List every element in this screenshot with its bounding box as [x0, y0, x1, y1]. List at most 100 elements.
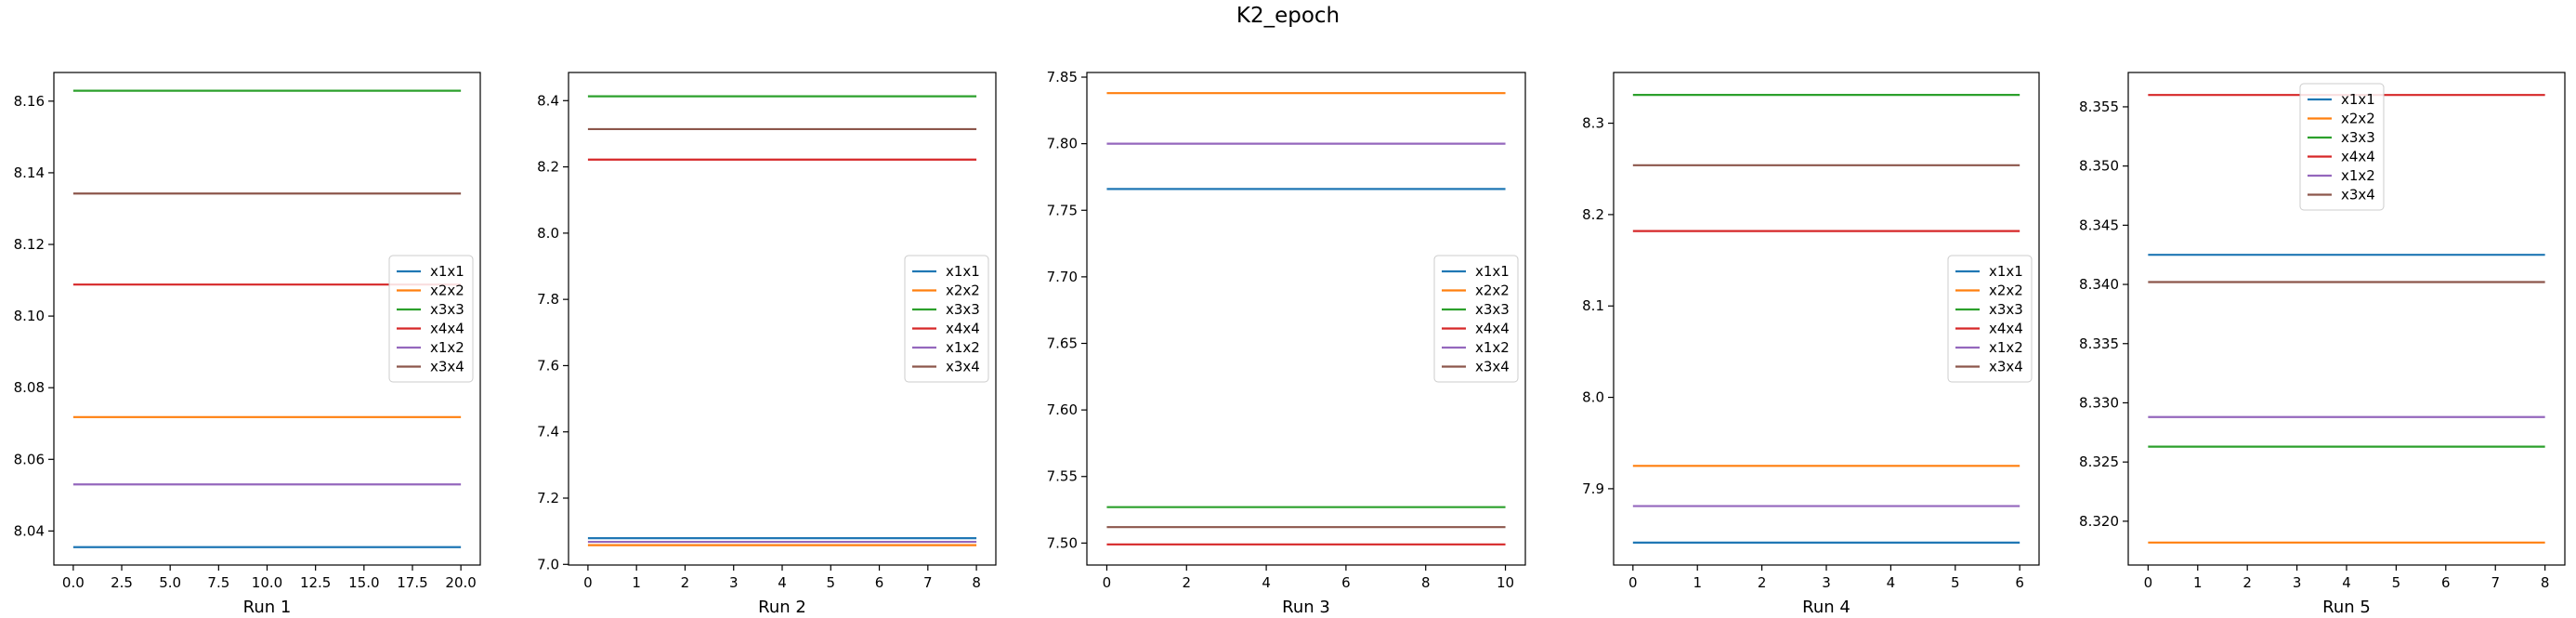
x-tick-label: 15.0 [348, 574, 379, 591]
y-tick-label: 7.55 [1047, 468, 1078, 485]
y-tick-label: 8.350 [2079, 158, 2119, 175]
x-tick-label: 6 [1341, 574, 1351, 591]
legend-label-x1x1: x1x1 [2341, 91, 2375, 108]
legend-label-x3x3: x3x3 [1989, 301, 2023, 318]
legend-4: x1x1 x2x2 x3x3 x4x4 x1x2 x3x4 [1947, 255, 2033, 383]
y-tick-label: 8.2 [537, 159, 559, 176]
legend-label-x2x2: x2x2 [1475, 283, 1510, 299]
x-axis-label: Run 4 [1802, 598, 1850, 617]
x-tick-label: 1 [632, 574, 641, 591]
x-tick-label: 6 [2441, 574, 2451, 591]
y-tick-label: 7.80 [1047, 136, 1078, 152]
x-tick-label: 1 [1693, 574, 1702, 591]
y-tick-label: 7.60 [1047, 401, 1078, 418]
chart-panel-2: 0 1 2 3 4 5 6 7 8 7.0 7.2 7.4 7.6 7.8 8.0 8.2 8.4 Run 2 x1… [537, 72, 997, 617]
x-tick-label: 5 [826, 574, 835, 591]
y-tick-label: 8.04 [14, 522, 45, 539]
legend-label-x3x3: x3x3 [430, 301, 464, 318]
legend-label-x1x2: x1x2 [946, 339, 980, 356]
x-tick-label: 6 [875, 574, 884, 591]
x-tick-label: 4 [778, 574, 787, 591]
x-tick-label: 17.5 [397, 574, 427, 591]
x-tick-label: 2 [2243, 574, 2252, 591]
legend-label-x2x2: x2x2 [946, 283, 980, 299]
legend-label-x2x2: x2x2 [2341, 111, 2375, 127]
y-tick-label: 7.75 [1047, 202, 1078, 218]
x-tick-label: 7.5 [207, 574, 229, 591]
y-tick-label: 8.16 [14, 93, 45, 110]
x-tick-label: 6 [2015, 574, 2024, 591]
y-tick-label: 7.8 [537, 291, 559, 308]
x-tick-label: 2 [681, 574, 690, 591]
legend-label-x4x4: x4x4 [946, 321, 980, 337]
y-tick-label: 8.14 [14, 164, 45, 181]
x-tick-label: 0.0 [62, 574, 85, 591]
y-tick-label: 8.4 [537, 92, 559, 109]
legend-1: x1x1 x2x2 x3x3 x4x4 x1x2 x3x4 [388, 255, 474, 383]
y-tick-label: 8.12 [14, 236, 45, 253]
x-tick-label: 1 [2193, 574, 2203, 591]
legend-label-x1x2: x1x2 [2341, 167, 2375, 184]
legend-label-x3x4: x3x4 [946, 359, 980, 375]
y-tick-label: 7.50 [1047, 534, 1078, 551]
x-axis-label: Run 5 [2322, 598, 2371, 617]
legend-label-x4x4: x4x4 [2341, 149, 2375, 165]
x-tick-label: 2 [1758, 574, 1767, 591]
legend-label-x3x4: x3x4 [2341, 187, 2375, 204]
y-tick-label: 8.355 [2079, 99, 2119, 115]
x-tick-label: 4 [2342, 574, 2351, 591]
y-tick-label: 8.345 [2079, 217, 2119, 233]
legend-label-x4x4: x4x4 [430, 321, 464, 337]
y-tick-label: 7.4 [537, 424, 559, 440]
legend-3: x1x1 x2x2 x3x3 x4x4 x1x2 x3x4 [1433, 255, 1519, 383]
x-tick-label: 5 [2392, 574, 2401, 591]
x-tick-label: 2 [1182, 574, 1191, 591]
legend-label-x3x4: x3x4 [430, 359, 464, 375]
y-tick-label: 8.330 [2079, 394, 2119, 411]
legend-label-x3x3: x3x3 [1475, 301, 1510, 318]
legend-label-x1x2: x1x2 [430, 339, 464, 356]
x-tick-label: 0 [583, 574, 593, 591]
legend-box [1433, 255, 1519, 383]
x-tick-label: 8 [1421, 574, 1431, 591]
legend-label-x4x4: x4x4 [1989, 321, 2023, 337]
y-tick-label: 8.10 [14, 308, 45, 324]
y-tick-label: 8.08 [14, 379, 45, 396]
x-tick-label: 3 [2293, 574, 2302, 591]
x-tick-label: 20.0 [445, 574, 476, 591]
x-axis-label: Run 2 [758, 598, 806, 617]
legend-5: x1x1 x2x2 x3x3 x4x4 x1x2 x3x4 [2299, 83, 2385, 211]
legend-label-x1x1: x1x1 [430, 263, 464, 280]
y-tick-label: 7.0 [537, 556, 559, 572]
legend-box [904, 255, 989, 383]
legend-label-x1x2: x1x2 [1989, 339, 2023, 356]
x-tick-label: 0 [1628, 574, 1638, 591]
legend-label-x3x4: x3x4 [1989, 359, 2023, 375]
y-tick-label: 8.0 [537, 225, 559, 242]
y-tick-label: 7.85 [1047, 69, 1078, 85]
y-tick-label: 8.320 [2079, 513, 2119, 530]
y-tick-label: 7.9 [1582, 480, 1604, 497]
x-axis-label: Run 1 [243, 598, 292, 617]
x-axis-label: Run 3 [1282, 598, 1330, 617]
legend-label-x2x2: x2x2 [430, 283, 464, 299]
legend-label-x3x3: x3x3 [2341, 129, 2375, 146]
y-tick-label: 8.0 [1582, 389, 1604, 406]
x-tick-label: 5.0 [159, 574, 181, 591]
figure-title: K2_epoch [1236, 4, 1340, 28]
x-tick-label: 10 [1497, 574, 1514, 591]
y-tick-label: 8.340 [2079, 276, 2119, 293]
legend-label-x2x2: x2x2 [1989, 283, 2023, 299]
x-tick-label: 0 [1103, 574, 1112, 591]
y-tick-label: 7.2 [537, 490, 559, 506]
x-tick-label: 5 [1951, 574, 1960, 591]
x-tick-label: 7 [923, 574, 933, 591]
x-tick-label: 3 [1822, 574, 1831, 591]
x-tick-label: 4 [1887, 574, 1896, 591]
y-tick-label: 7.65 [1047, 335, 1078, 352]
legend-label-x1x2: x1x2 [1475, 339, 1510, 356]
x-tick-label: 7 [2491, 574, 2500, 591]
y-tick-label: 8.335 [2079, 335, 2119, 352]
x-tick-label: 10.0 [252, 574, 282, 591]
